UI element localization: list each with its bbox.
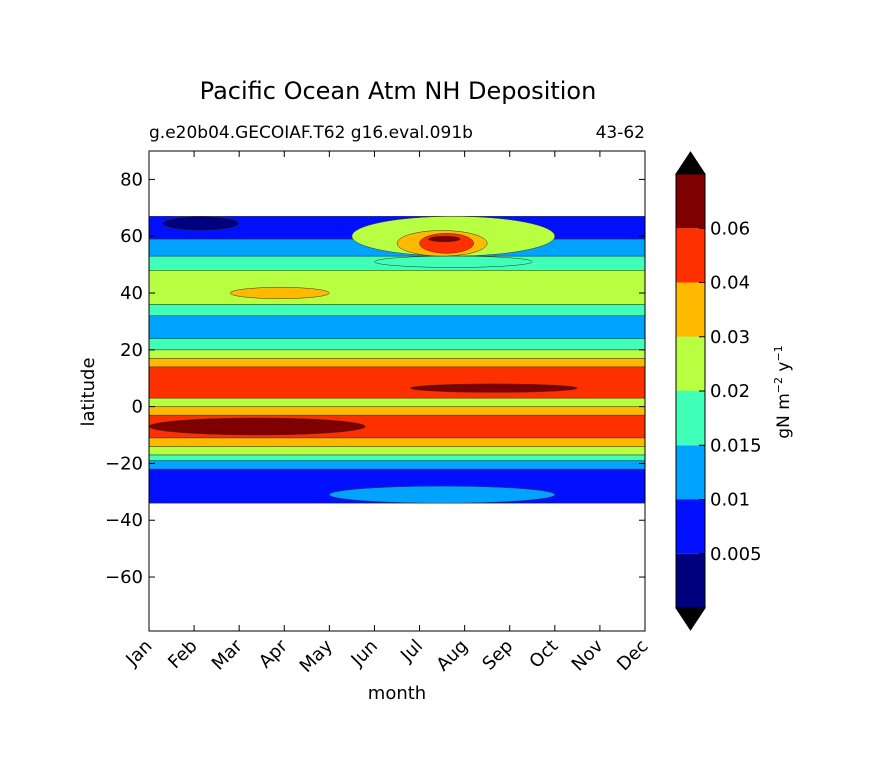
- y-tick-label: 20: [120, 340, 143, 361]
- contour-band-13: [149, 304, 645, 316]
- x-tick-label: May: [296, 635, 337, 676]
- contour-band-9: [149, 358, 645, 368]
- colorbar-label-sup1: −2: [772, 377, 785, 393]
- contour-band-7: [149, 397, 645, 407]
- colorbar: 0.005 0.01 0.015 0.02 0.03 0.04 0.06: [675, 151, 762, 631]
- contour-feature-9: [329, 485, 556, 504]
- contour-feature-1: [410, 383, 578, 393]
- contour-feature-0: [149, 417, 366, 436]
- colorbar-tick-label: 0.02: [710, 381, 750, 402]
- contour-band-3: [149, 446, 645, 456]
- colorbar-label-text: gN m: [774, 393, 794, 438]
- y-axis-label: latitude: [78, 357, 99, 426]
- colorbar-label-mid: y: [774, 362, 794, 377]
- colorbar-segment-2: [676, 445, 705, 500]
- plot-frame: [148, 150, 646, 632]
- chart-subtitle-left: g.e20b04.GECOIAF.T62 g16.eval.091b: [149, 123, 473, 143]
- x-tick-label: Jul: [396, 636, 427, 667]
- x-tick-label: Dec: [613, 636, 652, 675]
- contour-band-10: [149, 349, 645, 359]
- y-tick-label: 0: [132, 397, 143, 418]
- x-tick-label: Feb: [164, 636, 201, 673]
- colorbar-tick-label: 0.06: [710, 218, 750, 239]
- contour-band-1: [149, 460, 645, 470]
- contour-feature-3: [374, 255, 533, 268]
- colorbar-tick-label: 0.04: [710, 273, 750, 294]
- plot-area: [149, 216, 645, 504]
- x-axis-label: month: [368, 683, 426, 704]
- colorbar-extend-min: [675, 607, 706, 631]
- y-tick-label: −40: [105, 510, 143, 531]
- x-tick-label: Sep: [478, 636, 517, 675]
- y-axis: 80 60 40 20 0 −20 −40 −60: [105, 169, 645, 588]
- y-tick-label: −60: [105, 567, 143, 588]
- x-tick-label: Nov: [568, 635, 608, 675]
- x-tick-label: Jan: [121, 636, 156, 671]
- colorbar-label-sup2: −1: [772, 345, 785, 361]
- x-tick-label: Mar: [208, 635, 247, 674]
- colorbar-segment-4: [676, 336, 705, 391]
- colorbar-label: gN m−2 y−1: [772, 345, 794, 438]
- contour-band-6: [149, 406, 645, 416]
- chart-title: Pacific Ocean Atm NH Deposition: [200, 77, 597, 105]
- colorbar-segment-3: [676, 391, 705, 446]
- y-tick-label: −20: [105, 453, 143, 474]
- contour-feature-6: [428, 235, 461, 243]
- colorbar-extend-max: [675, 151, 706, 175]
- colorbar-segment-0: [676, 553, 705, 608]
- contour-band-4: [149, 437, 645, 447]
- colorbar-segment-7: [676, 174, 705, 229]
- contour-band-2: [149, 454, 645, 461]
- colorbar-tick-label: 0.005: [710, 544, 762, 565]
- colorbar-tick-label: 0.015: [710, 435, 762, 456]
- colorbar-tick-label: 0.01: [710, 490, 750, 511]
- contour-band-12: [149, 315, 645, 339]
- colorbar-segment-1: [676, 499, 705, 554]
- colorbar-segment-5: [676, 282, 705, 337]
- colorbar-segment-6: [676, 228, 705, 283]
- contour-feature-7: [229, 287, 330, 299]
- contour-band-14: [149, 270, 645, 305]
- chart-subtitle-right: 43-62: [596, 123, 645, 143]
- y-tick-label: 40: [120, 283, 143, 304]
- x-tick-label: Aug: [432, 636, 472, 676]
- contour-band-11: [149, 338, 645, 351]
- x-tick-label: Jun: [347, 636, 382, 671]
- y-tick-label: 80: [120, 169, 143, 190]
- colorbar-tick-label: 0.03: [710, 327, 750, 348]
- contour-feature-8: [162, 216, 240, 231]
- x-tick-label: Apr: [255, 635, 292, 672]
- y-tick-label: 60: [120, 226, 143, 247]
- x-tick-label: Oct: [525, 636, 562, 673]
- contour-band-8: [149, 366, 645, 399]
